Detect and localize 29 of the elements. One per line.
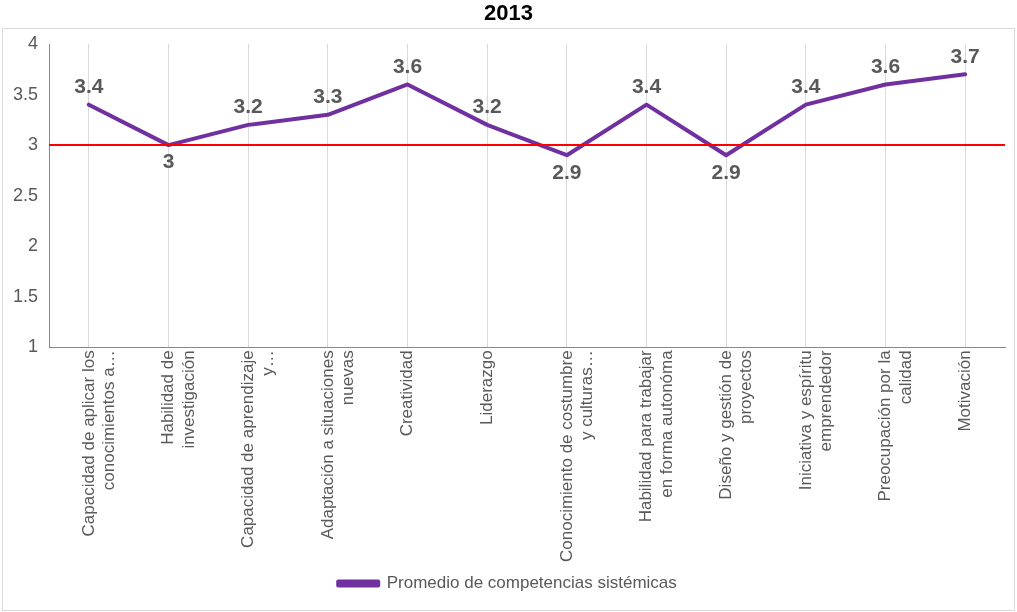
data-label: 2.9 (552, 159, 582, 183)
y-tick-label: 2.5 (12, 184, 39, 205)
data-label: 3.6 (870, 53, 901, 77)
data-label: 3.2 (233, 94, 263, 118)
data-label: 3.6 (392, 53, 423, 77)
x-tick-label: Creatividad (397, 350, 417, 437)
y-tick-label: 1 (28, 336, 39, 357)
data-label: 3.7 (950, 43, 980, 67)
x-tick-label: Adaptación a situaciones nuevas (317, 350, 357, 540)
data-label: 3.2 (472, 94, 502, 118)
data-label: 3.4 (74, 73, 104, 97)
data-label: 3.4 (791, 73, 821, 97)
data-label: 3.4 (631, 73, 662, 97)
x-tick-label: Capacidad de aplicar los conocimientos a… (78, 350, 118, 537)
y-tick-label: 4 (28, 32, 39, 53)
legend-label: Promedio de competencias sistémicas (386, 573, 677, 593)
y-tick-label: 3.5 (12, 83, 39, 104)
y-tick-label: 3 (28, 134, 39, 155)
chart-title: 2013 (483, 0, 534, 26)
data-label: 2.9 (711, 159, 741, 183)
x-tick-label: Preocupación por la calidad (875, 349, 915, 502)
x-tick-label: Capacidad de aprendizaje y… (237, 350, 278, 548)
x-tick-label: Liderazgo (476, 350, 496, 426)
x-tick-label: Motivación (954, 350, 974, 432)
data-label: 3 (162, 149, 175, 173)
data-label: 3.3 (313, 84, 343, 108)
y-tick-label: 2 (28, 235, 39, 256)
y-tick-label: 1.5 (12, 285, 39, 306)
x-tick-label: Conocimiento de costumbre y culturas… (556, 350, 596, 563)
